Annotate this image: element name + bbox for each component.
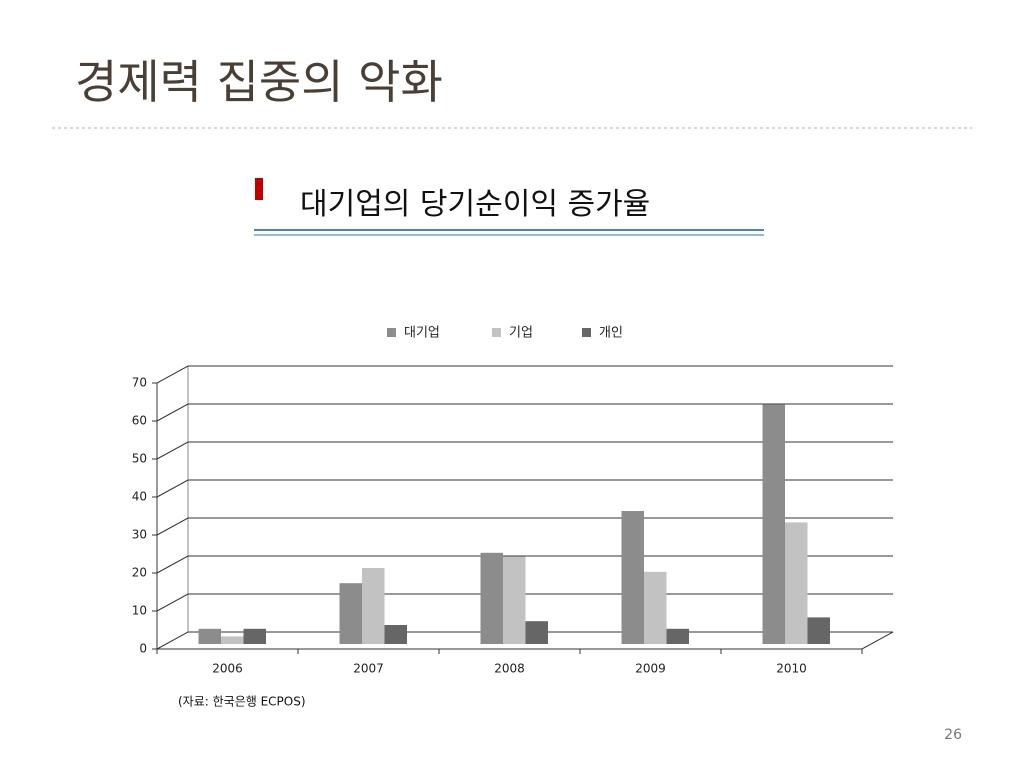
y-tick-label: 50 (132, 452, 147, 466)
bullet-marker (255, 178, 263, 200)
grid-line (156, 403, 893, 422)
bar (785, 522, 808, 644)
y-tick-label: 70 (132, 376, 147, 390)
y-tick-label: 40 (132, 490, 147, 504)
page-number: 26 (944, 727, 962, 743)
bar (644, 571, 667, 644)
chart-subtitle: 대기업의 당기순이익 증가율 (300, 187, 650, 222)
grid-line (156, 479, 893, 498)
legend-swatch (387, 328, 396, 337)
y-tick-label: 0 (139, 642, 147, 656)
bar (362, 568, 385, 644)
bar (221, 636, 244, 644)
bar (525, 621, 548, 644)
bar (384, 625, 407, 644)
slide-title: 경제력 집중의 악화 (75, 55, 443, 109)
y-tick-label: 60 (132, 414, 147, 428)
bar (339, 583, 362, 644)
grid-line (156, 555, 893, 574)
bar (666, 628, 689, 644)
y-tick-label: 10 (132, 604, 147, 618)
source-note: (자료: 한국은행 ECPOS) (178, 694, 306, 709)
legend-swatch (582, 328, 591, 337)
x-tick-label: 2009 (635, 662, 666, 676)
bar (807, 617, 830, 644)
x-tick-label: 2008 (494, 662, 525, 676)
grid-line (156, 517, 893, 536)
grid-line (156, 441, 893, 460)
bar (198, 628, 221, 644)
x-tick-label: 2006 (212, 662, 243, 676)
y-tick-label: 20 (132, 566, 147, 580)
legend-label: 기업 (509, 326, 533, 341)
bar (503, 556, 526, 644)
bar (243, 628, 266, 644)
x-tick-label: 2010 (776, 662, 807, 676)
bar (480, 552, 503, 644)
y-tick-label: 30 (132, 528, 147, 542)
bar (621, 511, 644, 644)
legend-label: 대기업 (404, 326, 440, 341)
bar (762, 404, 785, 644)
x-tick-label: 2007 (353, 662, 384, 676)
grid-line (156, 365, 893, 384)
legend-label: 개인 (599, 326, 623, 341)
legend-swatch (492, 328, 501, 337)
